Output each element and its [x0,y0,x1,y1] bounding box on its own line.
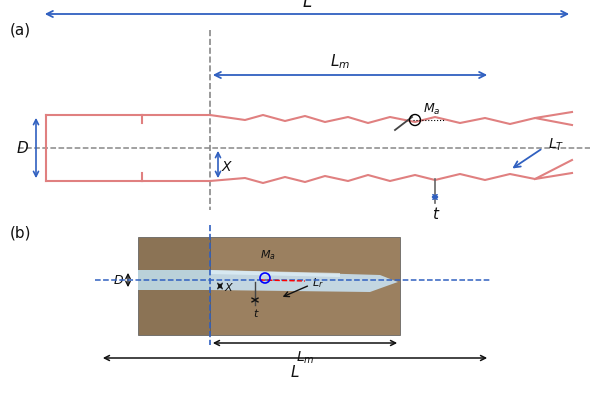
Text: (b): (b) [10,225,32,240]
Text: $M_a$: $M_a$ [260,248,276,262]
Polygon shape [210,270,340,277]
Text: X: X [224,283,232,293]
Text: D: D [16,141,28,156]
Polygon shape [210,270,398,292]
Bar [138,237,210,335]
Text: $M_a$: $M_a$ [423,102,440,117]
Text: D: D [113,275,123,288]
Text: $L_m$: $L_m$ [296,350,314,366]
Text: L: L [302,0,311,11]
Bar [138,270,210,290]
Text: (a): (a) [10,22,31,37]
Text: t: t [432,207,438,222]
Text: L: L [291,365,299,380]
Text: $L_m$: $L_m$ [330,52,350,71]
Text: t: t [253,309,257,319]
Bar [210,237,400,335]
Text: X: X [222,160,232,173]
Text: $L_r$: $L_r$ [312,276,324,290]
Text: $L_T$: $L_T$ [548,137,565,153]
